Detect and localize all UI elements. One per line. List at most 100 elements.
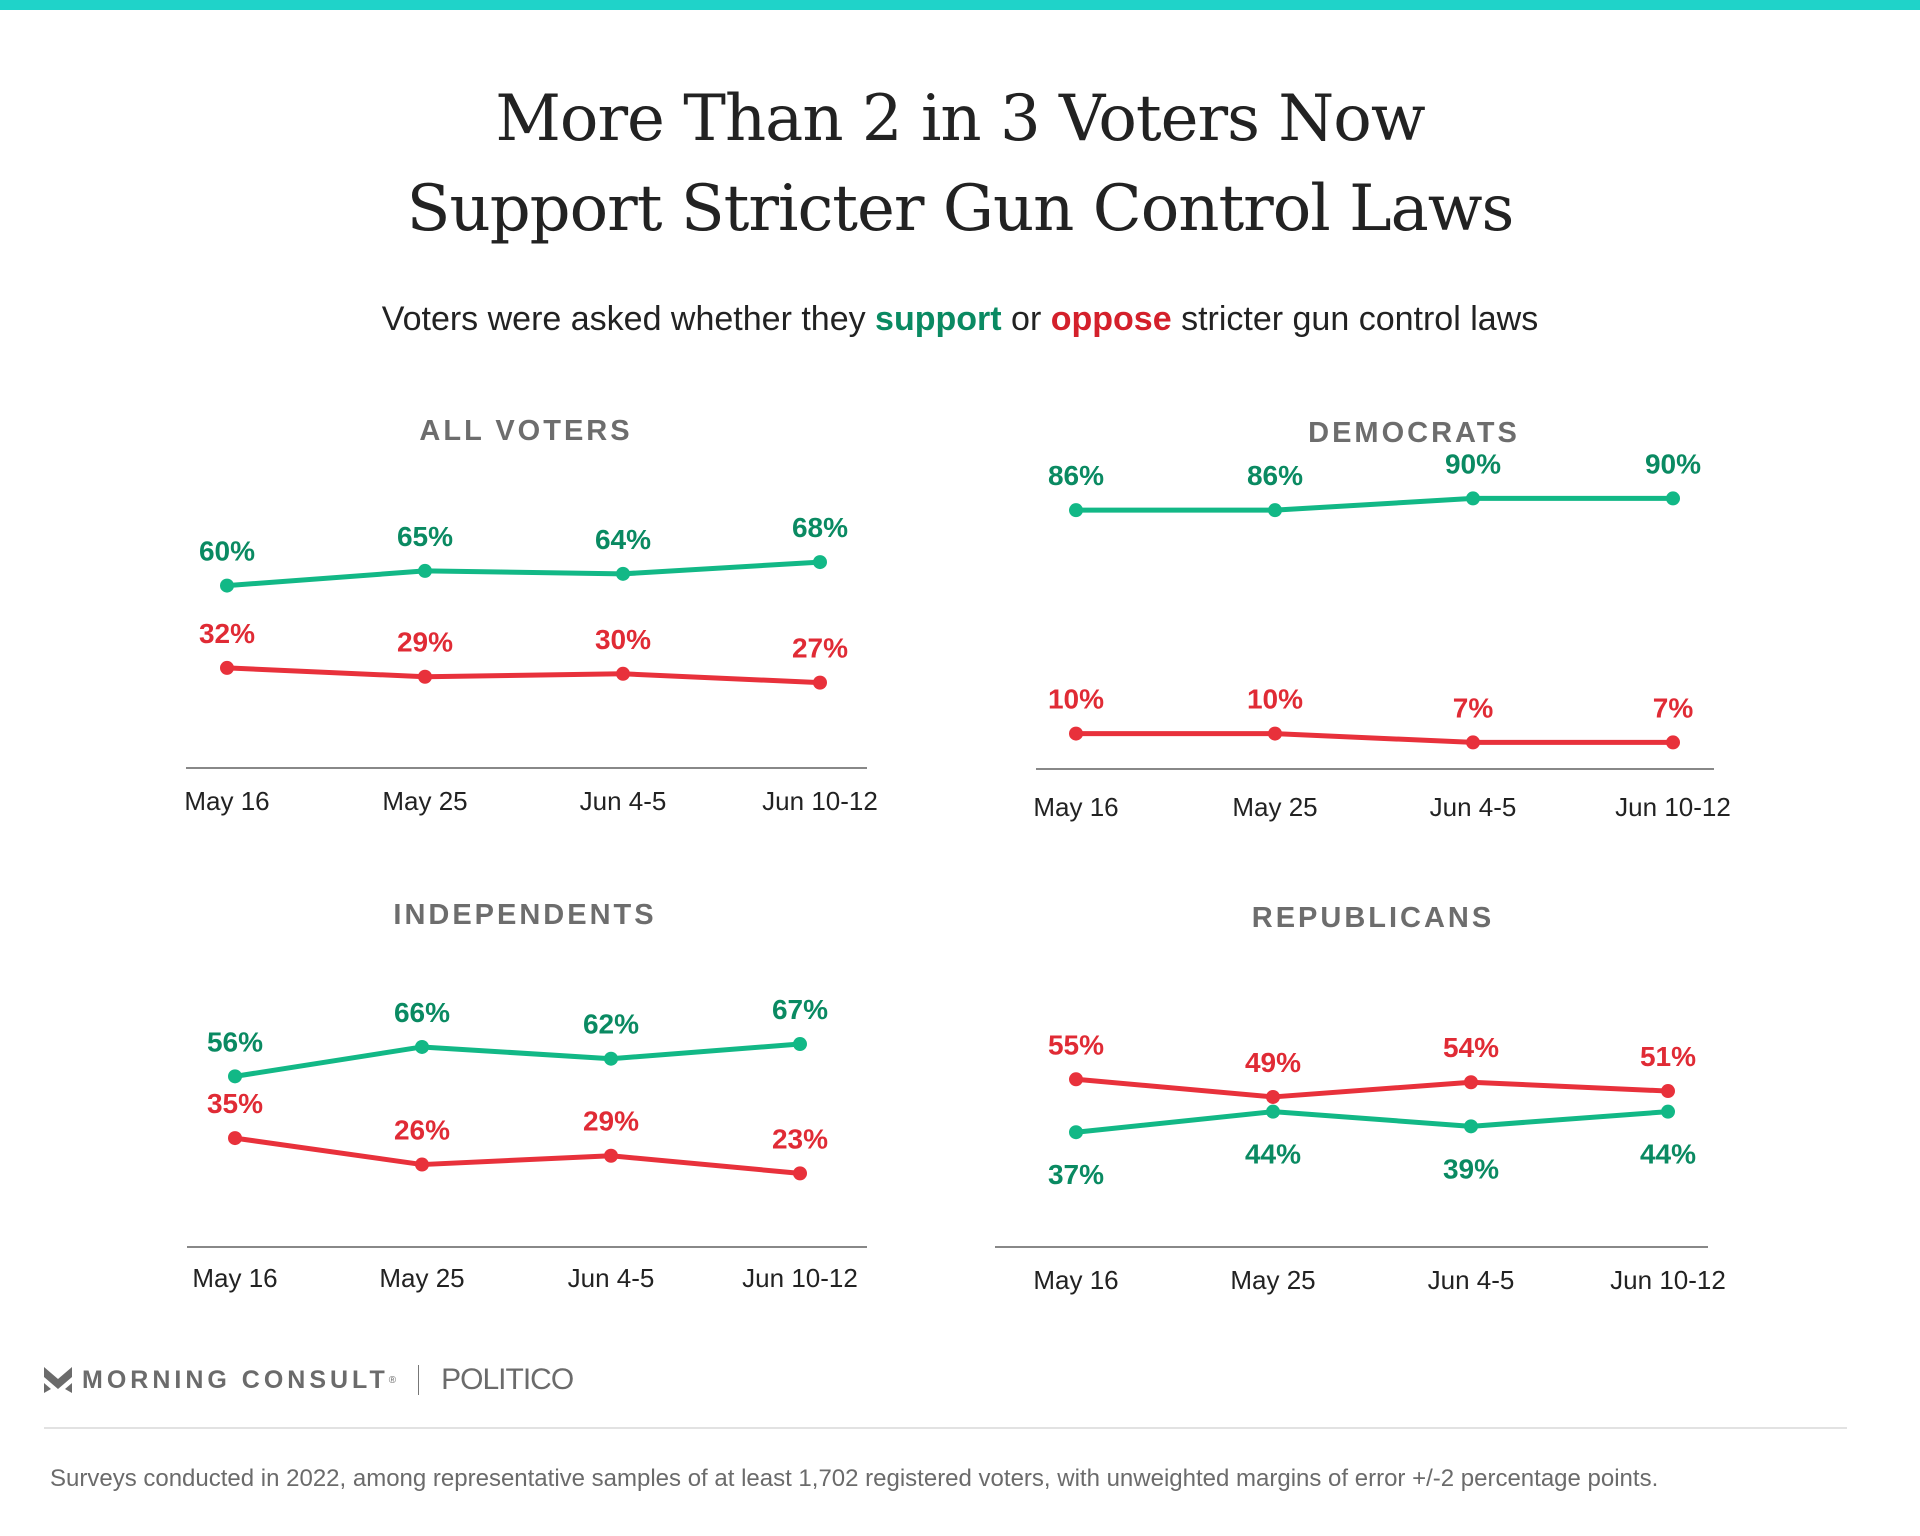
x-tick-label: May 16 <box>184 786 269 816</box>
oppose-data-label: 27% <box>792 633 848 664</box>
support-point <box>220 578 234 593</box>
oppose-point <box>793 1166 807 1181</box>
chart-title-line-2: Support Stricter Gun Control Laws <box>406 172 1515 246</box>
x-tick-label: Jun 4-5 <box>580 786 667 816</box>
support-data-label: 65% <box>397 521 453 552</box>
oppose-data-label: 35% <box>207 1088 263 1119</box>
support-data-label: 37% <box>1048 1159 1104 1190</box>
logo-text: MORNING CONSULT <box>82 1365 389 1394</box>
support-data-label: 67% <box>772 994 828 1025</box>
subtitle-oppose: oppose <box>1050 300 1172 338</box>
x-tick-label: May 16 <box>1033 792 1118 822</box>
support-line <box>234 1041 801 1079</box>
footer-divider <box>44 1427 1847 1429</box>
subtitle-support: support <box>875 300 1002 338</box>
oppose-line <box>1076 731 1673 745</box>
x-tick-label: Jun 10-12 <box>1610 1265 1726 1295</box>
oppose-data-label: 7% <box>1453 692 1494 723</box>
support-data-label: 86% <box>1048 460 1104 491</box>
support-data-label: 62% <box>583 1009 639 1040</box>
morning-consult-m-icon <box>44 1367 72 1393</box>
support-point <box>813 555 827 570</box>
oppose-data-label: 26% <box>394 1115 450 1146</box>
x-tick-label: Jun 10-12 <box>762 786 878 816</box>
oppose-point <box>1666 735 1680 750</box>
oppose-data-label: 29% <box>397 627 453 658</box>
support-point <box>1069 503 1083 518</box>
oppose-point <box>1069 726 1083 741</box>
support-point <box>418 563 432 578</box>
x-tick-label: May 16 <box>192 1263 277 1293</box>
support-point <box>228 1069 242 1084</box>
x-tick-label: May 16 <box>1033 1265 1118 1295</box>
x-tick-label: Jun 10-12 <box>742 1263 858 1293</box>
support-point <box>1666 491 1680 506</box>
subtitle-text: stricter gun control laws <box>1171 300 1539 338</box>
oppose-line <box>1075 1076 1669 1100</box>
oppose-point <box>1464 1075 1478 1090</box>
oppose-data-label: 51% <box>1640 1041 1696 1072</box>
support-point <box>1466 491 1480 506</box>
oppose-point <box>418 669 432 684</box>
subtitle: Voters were asked whether they support o… <box>0 300 1920 339</box>
support-line <box>1076 495 1673 513</box>
support-point <box>415 1039 429 1054</box>
subtitle-text: Voters were asked whether they <box>381 300 876 338</box>
support-point <box>1266 1104 1280 1119</box>
x-tick-label: May 25 <box>1230 1265 1315 1295</box>
x-tick-label: Jun 4-5 <box>1428 1265 1515 1295</box>
oppose-point <box>415 1157 429 1172</box>
support-data-label: 68% <box>792 512 848 543</box>
oppose-line <box>226 665 821 686</box>
oppose-point <box>1069 1072 1083 1087</box>
support-point <box>1661 1104 1675 1119</box>
politico-logo: POLITICO <box>441 1363 574 1396</box>
support-data-label: 44% <box>1640 1139 1696 1170</box>
oppose-point <box>616 666 630 681</box>
oppose-data-label: 10% <box>1048 684 1104 715</box>
support-data-label: 66% <box>394 997 450 1028</box>
oppose-point <box>1661 1084 1675 1099</box>
chart-title-line-1: More Than 2 in 3 Voters Now <box>495 82 1425 156</box>
oppose-data-label: 30% <box>595 624 651 655</box>
support-data-label: 39% <box>1443 1153 1499 1184</box>
support-point <box>1464 1119 1478 1134</box>
support-point <box>1069 1125 1083 1140</box>
oppose-point <box>228 1131 242 1146</box>
x-tick-label: Jun 10-12 <box>1615 792 1731 822</box>
x-tick-label: May 25 <box>379 1263 464 1293</box>
subtitle-text: or <box>1001 300 1051 338</box>
oppose-point <box>1268 726 1282 741</box>
support-data-label: 60% <box>199 536 255 567</box>
support-line <box>226 559 821 589</box>
support-point <box>604 1051 618 1066</box>
support-point <box>793 1037 807 1052</box>
oppose-point <box>220 660 234 675</box>
oppose-point <box>1266 1089 1280 1104</box>
oppose-data-label: 55% <box>1048 1029 1104 1060</box>
panel-title: REPUBLICANS <box>1252 902 1494 934</box>
logo-divider <box>418 1365 420 1395</box>
x-tick-label: May 25 <box>1232 792 1317 822</box>
support-data-label: 56% <box>207 1026 263 1057</box>
support-data-label: 64% <box>595 524 651 555</box>
support-point <box>616 566 630 581</box>
oppose-data-label: 10% <box>1247 684 1303 715</box>
oppose-data-label: 7% <box>1653 692 1694 723</box>
oppose-data-label: 23% <box>772 1123 828 1154</box>
x-tick-label: Jun 4-5 <box>568 1263 655 1293</box>
support-point <box>1268 503 1282 518</box>
morning-consult-logo: MORNING CONSULT ® POLITICO <box>44 1362 574 1398</box>
support-data-label: 90% <box>1645 448 1701 479</box>
support-data-label: 44% <box>1245 1139 1301 1170</box>
oppose-point <box>1466 735 1480 750</box>
oppose-data-label: 32% <box>199 618 255 649</box>
x-tick-label: Jun 4-5 <box>1430 792 1517 822</box>
oppose-data-label: 29% <box>583 1106 639 1137</box>
support-data-label: 90% <box>1445 448 1501 479</box>
panel-title: DEMOCRATS <box>1308 417 1520 449</box>
oppose-point <box>813 675 827 690</box>
oppose-line <box>234 1135 801 1176</box>
oppose-data-label: 49% <box>1245 1047 1301 1078</box>
